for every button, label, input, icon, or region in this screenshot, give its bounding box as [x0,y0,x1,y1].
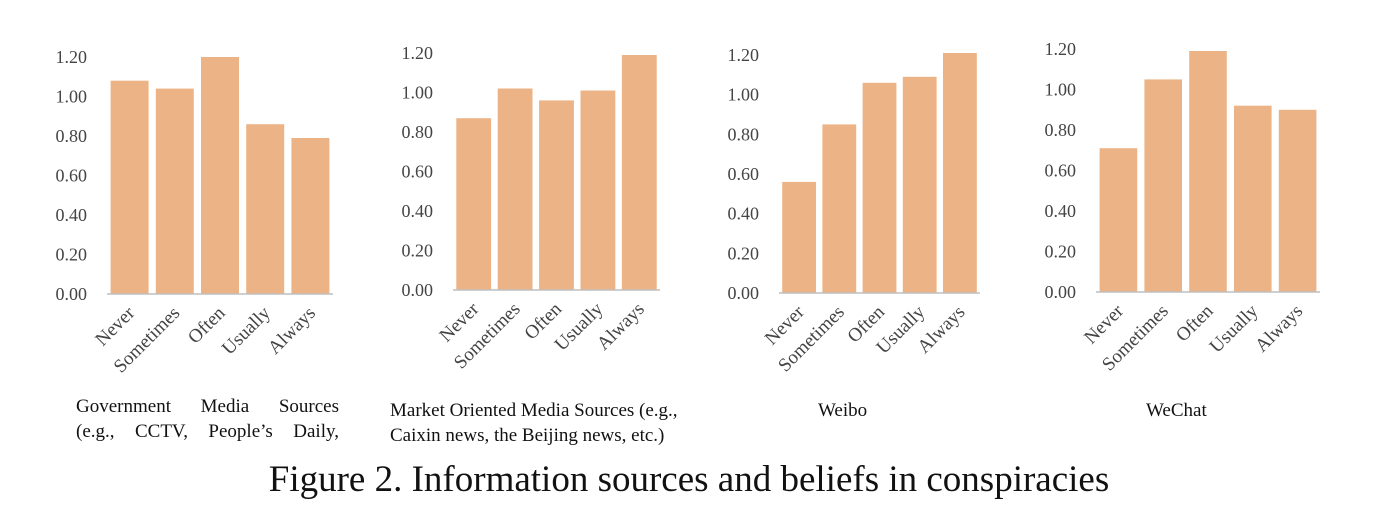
caption-line: Weibo [818,400,868,421]
y-tick-label: 0.40 [56,205,88,225]
y-tick-label: 0.80 [56,126,88,146]
y-tick-label: 0.40 [728,204,760,224]
figure-title: Figure 2. Information sources and belief… [268,459,1110,500]
bar [497,88,533,290]
y-tick-label: 0.00 [56,284,88,304]
bar [456,118,492,290]
x-tick-label: Always [1251,301,1307,357]
bar [539,100,574,291]
x-tick-label: Always [593,299,649,355]
y-tick-label: 1.00 [402,83,434,103]
bar-chart-2: 0.000.200.400.600.801.001.20NeverSometim… [402,43,660,373]
y-tick-label: 1.00 [1045,80,1077,100]
y-tick-label: 0.20 [728,243,760,263]
bar [1189,51,1227,292]
y-tick-label: 0.20 [1045,242,1077,262]
caption-wechat: WeChat [1146,398,1207,423]
y-tick-label: 1.20 [1045,39,1077,59]
x-tick-label: Always [264,303,320,359]
bar [110,80,149,294]
bar [1144,79,1182,293]
y-tick-label: 0.60 [728,164,760,184]
bar [201,57,239,294]
y-tick-label: 0.20 [402,241,434,261]
caption-government-media: Government Media Sources (e.g., CCTV, Pe… [76,394,339,444]
y-tick-label: 1.00 [56,87,88,107]
bar-chart-4: 0.000.200.400.600.801.001.20NeverSometim… [1045,39,1320,375]
bar [155,88,194,294]
bar [291,138,330,294]
y-tick-label: 1.00 [728,85,760,105]
bar [822,124,857,294]
caption-line: Market Oriented Media Sources (e.g., [390,400,678,421]
y-tick-label: 0.40 [1045,201,1077,221]
y-tick-label: 0.00 [728,283,760,303]
bar [1234,105,1272,292]
caption-line: Government Media Sources [76,396,339,417]
y-tick-label: 0.80 [402,122,434,142]
bar [1278,109,1317,293]
bar [862,82,897,293]
bar [1099,148,1138,292]
bar-chart-3: 0.000.200.400.600.801.001.20NeverSometim… [728,45,980,376]
bar [943,53,977,293]
caption-line: WeChat [1146,400,1207,421]
y-tick-label: 0.60 [1045,161,1077,181]
y-tick-label: 0.00 [402,280,434,300]
y-tick-label: 0.20 [56,245,88,265]
y-tick-label: 0.80 [1045,120,1077,140]
y-tick-label: 0.60 [56,166,88,186]
x-tick-label: Usually [218,302,275,359]
bar [782,181,816,293]
bar [580,90,616,290]
y-tick-label: 1.20 [56,47,88,67]
bar-chart-1: 0.000.200.400.600.801.001.20NeverSometim… [56,47,333,377]
bar [621,55,657,290]
x-tick-label: Usually [1206,300,1263,357]
y-tick-label: 0.00 [1045,282,1077,302]
y-tick-label: 1.20 [728,45,760,65]
y-tick-label: 0.40 [402,201,434,221]
caption-market-media: Market Oriented Media Sources (e.g., Cai… [390,398,730,448]
caption-weibo: Weibo [818,398,867,423]
bar [246,124,285,294]
caption-line: (e.g., CCTV, People’s Daily, [76,421,339,442]
caption-line: Caixin news, the Beijing news, etc.) [390,425,665,446]
y-tick-label: 0.80 [728,124,760,144]
y-tick-label: 1.20 [402,43,434,63]
bar [902,76,937,293]
y-tick-label: 0.60 [402,162,434,182]
